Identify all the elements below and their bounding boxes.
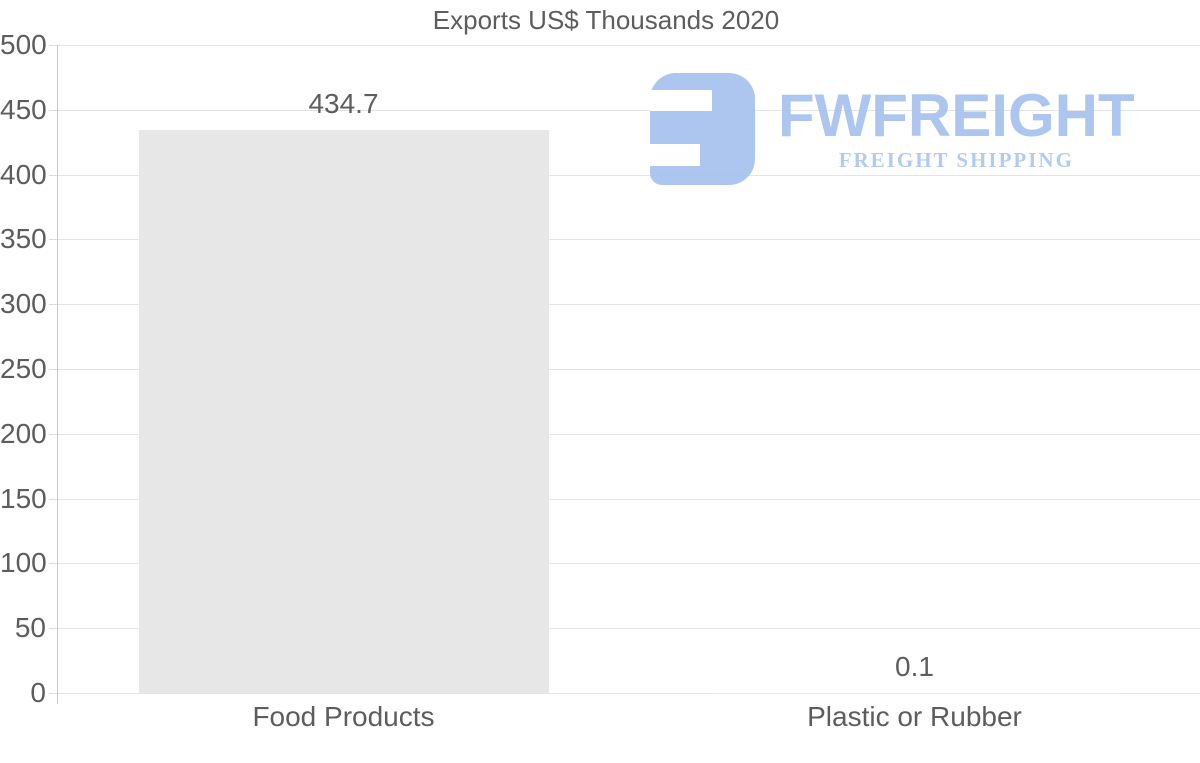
y-gridline (58, 304, 1200, 306)
y-tick-label: 300 (0, 288, 47, 320)
y-axis-tick (49, 563, 58, 565)
y-axis-tick (49, 109, 58, 111)
y-gridline (58, 45, 1200, 46)
watermark-tagline-text: FREIGHT SHIPPING (838, 147, 1074, 172)
chart-title: Exports US$ Thousands 2020 (432, 5, 780, 35)
y-axis-tick (49, 304, 58, 306)
y-tick-label: 400 (0, 158, 47, 190)
y-gridline (58, 693, 1200, 694)
y-tick-label: 450 (0, 93, 47, 125)
y-axis-tick (49, 693, 58, 694)
y-axis-tick (49, 239, 58, 241)
x-category-label: Plastic or Rubber (807, 701, 1022, 732)
y-gridline (58, 628, 1200, 630)
y-axis-line (57, 45, 58, 704)
y-tick-label: 200 (0, 417, 47, 449)
y-gridline (58, 563, 1200, 565)
fwfreight-watermark: FWFREIGHT FREIGHT SHIPPING (650, 73, 1135, 185)
y-axis-tick (49, 433, 58, 435)
watermark-brand-text: FWFREIGHT (778, 81, 1135, 149)
y-gridline (58, 174, 1200, 176)
fwfreight-logo-icon (650, 73, 755, 185)
y-axis-tick (49, 498, 58, 500)
y-tick-label: 500 (0, 29, 47, 60)
logo-notch-top (650, 90, 712, 111)
bar-value-label: 0.1 (895, 650, 934, 682)
y-gridline (58, 239, 1200, 241)
x-category-label: Food Products (252, 701, 435, 732)
y-axis-tick (49, 369, 58, 370)
logo-text-block: FWFREIGHT FREIGHT SHIPPING (778, 81, 1135, 173)
y-tick-label: 150 (0, 482, 47, 514)
y-gridline (58, 109, 1200, 111)
y-gridline (58, 369, 1200, 370)
bar (138, 129, 549, 693)
y-tick-label: 0 (30, 677, 46, 708)
bar-value-label: 434.7 (308, 87, 379, 119)
y-gridline (58, 498, 1200, 500)
logo-notch-bottom (650, 144, 700, 166)
y-tick-label: 50 (14, 612, 46, 644)
y-tick-label: 250 (0, 353, 47, 384)
y-gridline (58, 433, 1200, 435)
y-axis-tick (49, 628, 58, 630)
y-axis-tick (49, 45, 58, 46)
y-axis-tick (49, 174, 58, 176)
y-tick-label: 100 (0, 547, 47, 579)
y-tick-label: 350 (0, 223, 47, 255)
